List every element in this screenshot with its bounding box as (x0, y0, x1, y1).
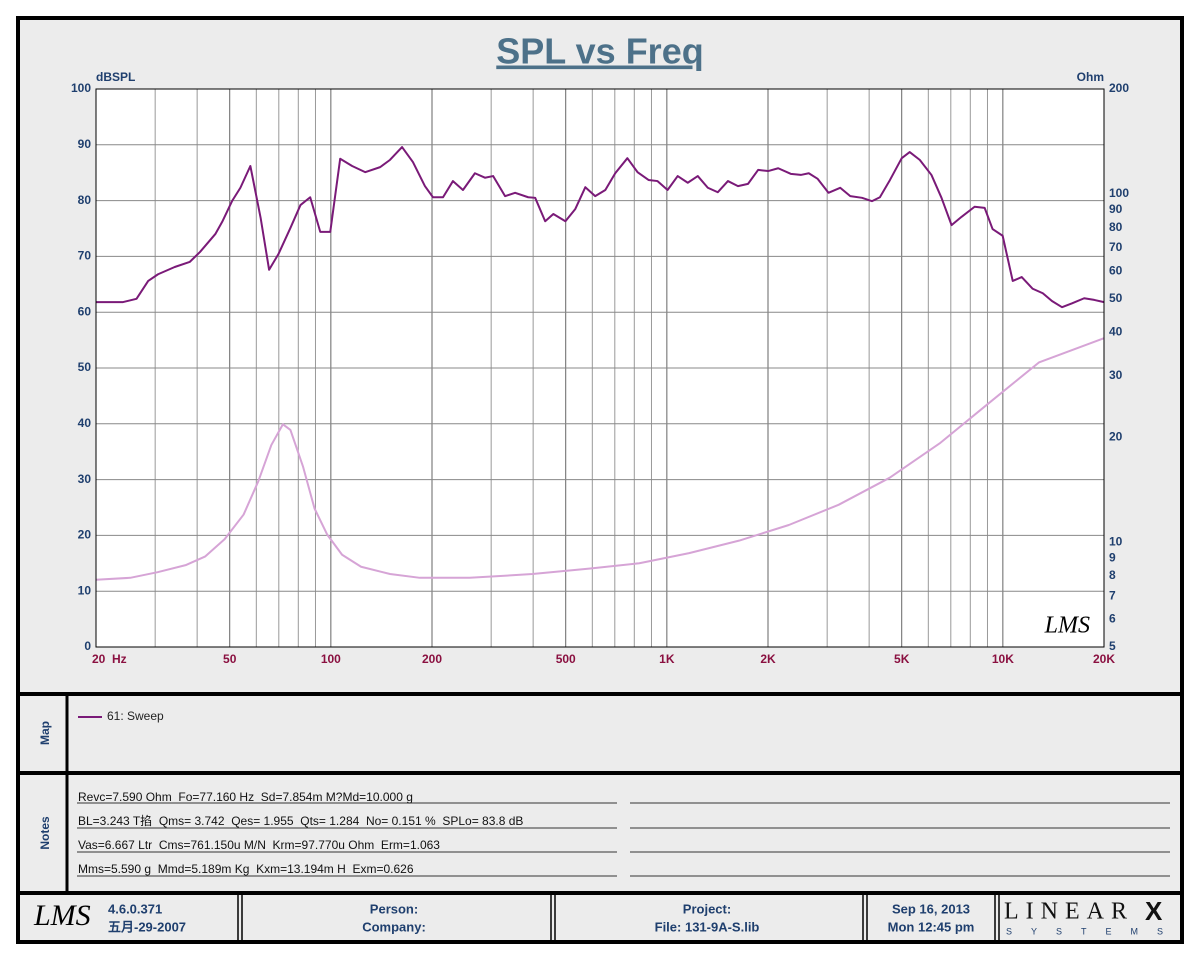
y-tick-label: 40 (78, 416, 92, 430)
x-tick-label: 50 (223, 652, 237, 666)
y2-tick-label: 7 (1109, 588, 1116, 602)
map-label: Map (38, 721, 52, 745)
y2-tick-label: 50 (1109, 291, 1123, 305)
x-tick-label: 20 Hz (92, 652, 127, 666)
footer-dividers (237, 895, 1000, 940)
x-tick-label: 5K (894, 652, 910, 666)
y2-tick-label: 5 (1109, 639, 1116, 653)
y-tick-label: 80 (78, 193, 92, 207)
watermark: LMS (1044, 613, 1090, 639)
y2-tick-label: 10 (1109, 534, 1123, 548)
y-tick-label: 70 (78, 249, 92, 263)
note-rules (77, 802, 1170, 877)
y-tick-label: 10 (78, 583, 92, 597)
y-tick-label: 100 (71, 81, 91, 95)
x-tick-label: 20K (1093, 652, 1115, 666)
time: Mon 12:45 pm (888, 919, 975, 934)
lines (95, 146, 1105, 581)
y-tick-label: 50 (78, 360, 92, 374)
brand: LINEAR (1004, 899, 1134, 925)
x-tick-label: 100 (321, 652, 341, 666)
y-axis-label: dBSPL (96, 70, 135, 84)
y2-tick-label: 20 (1109, 429, 1123, 443)
footer-logo: LMS (33, 899, 91, 932)
y2-tick-label: 80 (1109, 220, 1123, 234)
note-line: Mms=5.590 g Mmd=5.189m Kg Kxm=13.194m H … (78, 862, 414, 876)
y2-tick-label: 8 (1109, 568, 1116, 582)
series-line (96, 146, 1105, 309)
date: Sep 16, 2013 (892, 901, 970, 916)
plot-border (95, 88, 1105, 648)
brand-mark: X (1145, 896, 1163, 926)
y2-tick-label: 60 (1109, 263, 1123, 277)
y2-tick-label: 90 (1109, 202, 1123, 216)
y2-axis-label: Ohm (1077, 70, 1104, 84)
y2-tick-label: 6 (1109, 612, 1116, 626)
x-tick-label: 10K (992, 652, 1014, 666)
build-date: 五月-29-2007 (108, 919, 186, 934)
y-tick-label: 30 (78, 472, 92, 486)
y2-tick-label: 40 (1109, 325, 1123, 339)
series-line (95, 337, 1105, 581)
y2-tick-label: 30 (1109, 368, 1123, 382)
chart-title: SPL vs Freq (496, 31, 703, 72)
y-tick-label: 20 (78, 528, 92, 542)
person: Person: (370, 901, 418, 916)
x-tick-label: 200 (422, 652, 442, 666)
y2-tick-label: 70 (1109, 240, 1123, 254)
x-tick-label: 1K (659, 652, 675, 666)
legend-entry: 61: Sweep (107, 709, 164, 723)
x-tick-label: 2K (760, 652, 776, 666)
y2-tick-label: 200 (1109, 81, 1129, 95)
project: Project: (683, 901, 731, 916)
y2-tick-label: 100 (1109, 186, 1129, 200)
y-tick-label: 60 (78, 304, 92, 318)
y-tick-label: 0 (84, 639, 91, 653)
notes-label: Notes (38, 816, 52, 850)
y2-tick-label: 9 (1109, 550, 1116, 564)
file: File: 131-9A-S.lib (655, 919, 760, 934)
y-tick-label: 90 (78, 137, 92, 151)
note-line: Revc=7.590 Ohm Fo=77.160 Hz Sd=7.854m M?… (78, 790, 413, 804)
brand-sub: SYSTEMS (1006, 926, 1182, 936)
note-line: Vas=6.667 Ltr Cms=761.150u M/N Krm=97.77… (78, 838, 440, 852)
company: Company: (362, 919, 426, 934)
note-line: BL=3.243 T掐 Qms= 3.742 Qes= 1.955 Qts= 1… (78, 813, 523, 828)
version: 4.6.0.371 (108, 901, 162, 916)
x-tick-label: 500 (556, 652, 576, 666)
